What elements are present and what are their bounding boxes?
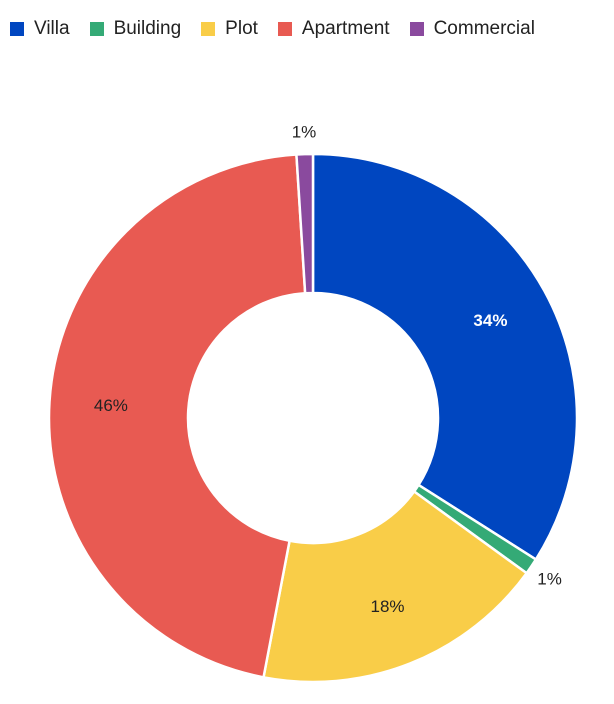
legend-item-villa[interactable]: Villa [10,18,70,40]
slice-label-plot: 18% [371,597,405,616]
legend-label-villa: Villa [34,18,70,39]
slice-label-commercial: 1% [292,123,317,142]
slice-apartment[interactable] [47,153,307,679]
donut-labels: 34% 1% 18% 46% 1% [94,123,562,616]
legend-label-plot: Plot [225,18,258,39]
legend-label-apartment: Apartment [301,18,390,39]
slice-villa[interactable] [311,152,579,562]
slice-label-villa: 34% [473,311,507,330]
legend-label-building: Building [113,18,182,39]
slice-plot[interactable] [262,489,529,684]
legend-swatch-plot [201,22,216,36]
legend-swatch-building [89,22,104,36]
legend-item-commercial[interactable]: Commercial [409,18,535,40]
legend-swatch-apartment [277,22,292,36]
slice-label-building: 1% [537,569,562,588]
legend-item-plot[interactable]: Plot [201,18,258,40]
legend-label-commercial: Commercial [433,18,535,39]
donut-slices [47,152,579,684]
legend-swatch-commercial [409,22,424,36]
legend-swatch-villa [10,22,24,36]
legend-item-building[interactable]: Building [89,18,182,40]
slice-label-apartment: 46% [94,396,128,415]
slice-commercial[interactable] [295,152,315,295]
legend-item-apartment[interactable]: Apartment [277,18,390,40]
chart-legend: Villa Building Plot Apartment Commercial [10,18,614,40]
